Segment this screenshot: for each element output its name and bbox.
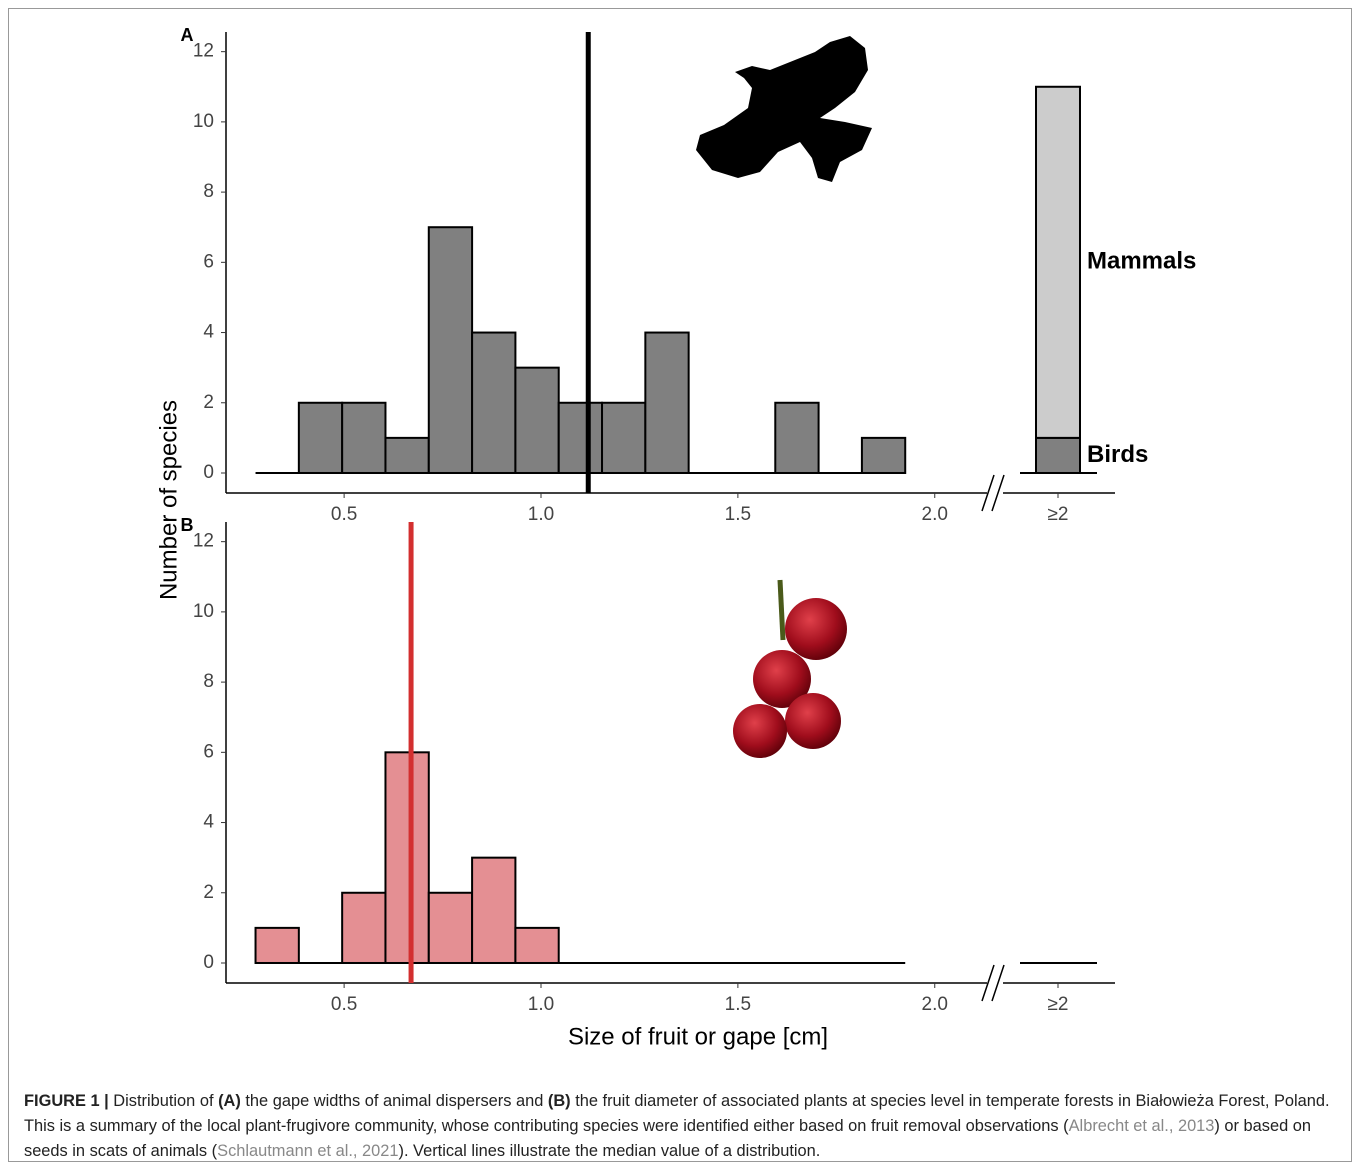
y-tick-label: 12: [193, 41, 214, 62]
y-tick-label: 4: [203, 322, 214, 343]
caption-link[interactable]: Albrecht et al., 2013: [1068, 1117, 1215, 1135]
caption-text: FIGURE 1 |: [24, 1092, 109, 1110]
stacked-bar: [1035, 85, 1081, 439]
histogram-bar: [471, 331, 517, 474]
caption-text: the fruit diameter of associated plants …: [24, 1092, 1330, 1135]
bird-silhouette: [696, 36, 872, 182]
axis-break: [981, 474, 1005, 512]
y-tick-label: 6: [203, 741, 214, 762]
axis-break: [981, 964, 1005, 1002]
y-tick-label: 10: [193, 601, 214, 622]
x-tick-label: 2.0: [922, 994, 948, 1015]
x-tick-label: ≥2: [1048, 994, 1069, 1015]
histogram-bar: [254, 926, 300, 964]
caption-text: (B): [547, 1092, 571, 1110]
figure-caption: FIGURE 1 | Distribution of (A) the gape …: [24, 1089, 1344, 1164]
histogram-bar: [774, 401, 820, 474]
x-tick-label: 1.5: [725, 994, 751, 1015]
histogram-bar: [644, 331, 690, 474]
histogram-bar: [341, 891, 387, 964]
berries-image: [733, 579, 847, 758]
series-label: Birds: [1087, 441, 1148, 468]
series-label: Mammals: [1087, 248, 1196, 275]
x-tick-label: 1.5: [725, 504, 751, 525]
histogram-bar: [384, 436, 430, 474]
y-tick-label: 8: [203, 671, 214, 692]
histogram-bar: [601, 401, 647, 474]
y-tick-label: 0: [203, 462, 214, 483]
y-tick-label: 8: [203, 181, 214, 202]
figure-border: [8, 8, 1352, 1162]
y-tick-label: 10: [193, 111, 214, 132]
y-tick-label: 2: [203, 882, 214, 903]
histogram-bar: [427, 891, 474, 964]
histogram-bar: [427, 226, 474, 474]
histogram-bar: [384, 751, 430, 964]
caption-text: the gape widths of animal dispersers and: [240, 1092, 548, 1110]
panel-label: B: [181, 515, 194, 535]
histogram-bar: [557, 401, 604, 474]
x-tick-label: 1.0: [528, 994, 554, 1015]
x-tick-label: 2.0: [922, 504, 948, 525]
stacked-bar: [1035, 436, 1081, 474]
caption-text: ) or based on seeds in scats of animals …: [24, 1117, 1312, 1160]
histogram-bar: [514, 926, 560, 964]
x-axis-label: Size of fruit or gape [cm]: [568, 1023, 828, 1050]
caption-link[interactable]: Schlautmann et al., 2021: [217, 1142, 399, 1160]
histogram-bar: [341, 401, 387, 474]
x-tick-label: 1.0: [528, 504, 554, 525]
y-tick-label: 4: [203, 812, 214, 833]
histogram-bar: [471, 856, 517, 964]
histogram-bar: [297, 401, 344, 474]
panel-label: A: [181, 25, 194, 45]
caption-text: Distribution of: [108, 1092, 219, 1110]
x-tick-label: ≥2: [1048, 504, 1069, 525]
y-tick-label: 0: [203, 952, 214, 973]
histogram-bar: [514, 366, 560, 474]
y-tick-label: 2: [203, 392, 214, 413]
caption-text: (A): [218, 1092, 241, 1110]
x-tick-label: 0.5: [331, 994, 357, 1015]
histogram-bar: [860, 436, 907, 474]
y-axis-label: Number of species: [155, 400, 182, 600]
x-tick-label: 0.5: [331, 504, 357, 525]
caption-text: ). Vertical lines illustrate the median …: [398, 1142, 821, 1160]
y-tick-label: 12: [193, 531, 214, 552]
y-tick-label: 6: [203, 251, 214, 272]
